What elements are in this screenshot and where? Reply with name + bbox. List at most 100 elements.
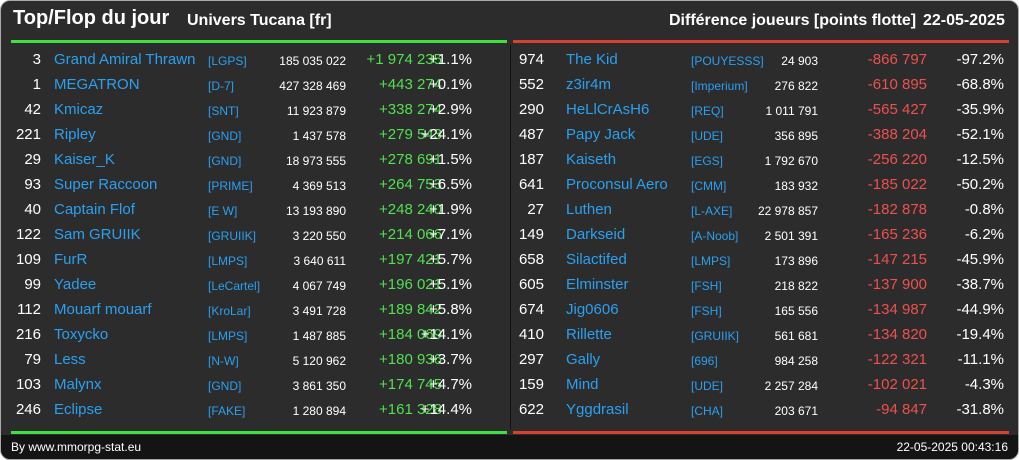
player-name-link[interactable]: MEGATRON xyxy=(54,76,140,93)
player-name-link[interactable]: Malynx xyxy=(54,376,102,393)
player-points: 11 923 879 xyxy=(286,104,346,118)
percent-change: -0.8% xyxy=(964,201,1004,218)
alliance-tag-link[interactable]: [GRUIIK] xyxy=(691,329,740,343)
alliance-tag-link[interactable]: [GRUIIK] xyxy=(208,229,257,243)
player-name-link[interactable]: Silactifed xyxy=(566,251,627,268)
player-name-link[interactable]: Sam GRUIIK xyxy=(54,226,141,243)
percent-change: -12.5% xyxy=(956,151,1004,168)
player-name-link[interactable]: FurR xyxy=(54,251,88,268)
alliance-tag-link[interactable]: [CMM] xyxy=(691,179,727,193)
alliance-tag-link[interactable]: [LeCartel] xyxy=(208,279,261,293)
alliance-tag-link[interactable]: [LMPS] xyxy=(208,329,248,343)
alliance-tag-link[interactable]: [GND] xyxy=(208,379,242,393)
alliance-tag-link[interactable]: [EGS] xyxy=(691,154,724,168)
player-name-link[interactable]: Kaiser_K xyxy=(54,151,115,168)
flop-row: 290 HeLlCrAsH6 [REQ] 1 011 791 -565 427 -35.9… xyxy=(1,98,1018,123)
player-rank: 290 xyxy=(518,101,544,118)
player-name-link[interactable]: Mouarf mouarf xyxy=(54,301,152,318)
percent-change: +0.1% xyxy=(429,76,472,93)
percent-change: +5.1% xyxy=(429,276,472,293)
player-name-link[interactable]: Darkseid xyxy=(566,226,626,243)
alliance-tag-link[interactable]: [D-7] xyxy=(208,79,235,93)
alliance-tag-link[interactable]: [FSH] xyxy=(691,304,722,318)
alliance-tag-link[interactable]: [UDE] xyxy=(691,379,724,393)
player-name-link[interactable]: Yadee xyxy=(54,276,97,293)
player-name-link[interactable]: Luthen xyxy=(566,201,612,218)
alliance-tag-link[interactable]: [Imperium] xyxy=(691,79,748,93)
player-name-link[interactable]: The Kid xyxy=(566,51,618,68)
points-change: -134 820 xyxy=(867,326,927,343)
alliance-tag-link[interactable]: [N-W] xyxy=(208,354,239,368)
top-row: 216 Toxycko [LMPS] 1 487 885 +184 069 +14.1% xyxy=(1,323,1018,348)
alliance-tag-link[interactable]: [A-Noob] xyxy=(691,229,739,243)
top-row: 109 FurR [LMPS] 3 640 611 +197 421 +5.7% xyxy=(1,248,1018,273)
player-points: 5 120 962 xyxy=(292,354,346,368)
points-change: -122 321 xyxy=(867,351,927,368)
alliance-tag-link[interactable]: [LMPS] xyxy=(691,254,731,268)
player-points: 427 328 469 xyxy=(279,79,346,93)
percent-change: -68.8% xyxy=(956,76,1004,93)
player-name-link[interactable]: Captain Flof xyxy=(54,201,135,218)
player-points: 22 978 857 xyxy=(757,204,818,218)
player-points: 2 257 284 xyxy=(764,379,818,393)
header-date: 22-05-2025 xyxy=(923,12,1005,29)
top-row: 93 Super Raccoon [PRIME] 4 369 513 +264 753 +… xyxy=(1,173,1018,198)
points-change: +264 753 xyxy=(379,176,442,193)
player-name-link[interactable]: HeLlCrAsH6 xyxy=(566,101,650,118)
points-change: +180 936 xyxy=(379,351,442,368)
points-change: -94 847 xyxy=(876,401,927,418)
points-change: -866 797 xyxy=(867,51,927,68)
alliance-tag-link[interactable]: [PRIME] xyxy=(208,179,253,193)
alliance-tag-link[interactable]: [UDE] xyxy=(691,129,724,143)
points-change: -147 215 xyxy=(867,251,927,268)
player-rank: 27 xyxy=(527,201,544,218)
flop-list-bottom-bar xyxy=(513,431,1009,434)
player-points: 2 501 391 xyxy=(764,229,818,243)
player-rank: 3 xyxy=(32,51,41,68)
player-name-link[interactable]: Yggdrasil xyxy=(566,401,629,418)
player-name-link[interactable]: Elminster xyxy=(566,276,629,293)
alliance-tag-link[interactable]: [KroLar] xyxy=(208,304,251,318)
player-name-link[interactable]: Super Raccoon xyxy=(54,176,158,193)
player-name-link[interactable]: Rillette xyxy=(566,326,612,343)
player-name-link[interactable]: Toxycko xyxy=(54,326,109,343)
percent-change: +1.5% xyxy=(429,151,472,168)
player-points: 3 640 611 xyxy=(293,254,347,268)
points-change: -565 427 xyxy=(867,101,927,118)
player-name-link[interactable]: Proconsul Aero xyxy=(566,176,668,193)
alliance-tag-link[interactable]: [GND] xyxy=(208,129,242,143)
player-name-link[interactable]: Papy Jack xyxy=(566,126,636,143)
alliance-tag-link[interactable]: [LGPS] xyxy=(208,54,247,68)
player-name-link[interactable]: z3ir4m xyxy=(566,76,612,93)
player-name-link[interactable]: Mind xyxy=(566,376,599,393)
player-rank: 109 xyxy=(15,251,41,268)
percent-change: +7.1% xyxy=(429,226,472,243)
player-name-link[interactable]: Grand Amiral Thrawn xyxy=(54,51,196,68)
player-name-link[interactable]: Gally xyxy=(566,351,601,368)
player-name-link[interactable]: Kmicaz xyxy=(54,101,104,118)
alliance-tag-link[interactable]: [GND] xyxy=(208,154,242,168)
alliance-tag-link[interactable]: [LMPS] xyxy=(208,254,248,268)
player-name-link[interactable]: Eclipse xyxy=(54,401,103,418)
player-points: 203 671 xyxy=(774,404,818,418)
alliance-tag-link[interactable]: [L-AXE] xyxy=(691,204,733,218)
alliance-tag-link[interactable]: [696] xyxy=(691,354,718,368)
player-rank: 246 xyxy=(15,401,41,418)
universe-label: Univers Tucana [fr] xyxy=(187,12,332,29)
percent-change: +3.7% xyxy=(429,351,472,368)
alliance-tag-link[interactable]: [FSH] xyxy=(691,279,722,293)
player-name-link[interactable]: Ripley xyxy=(54,126,96,143)
alliance-tag-link[interactable]: [REQ] xyxy=(691,104,724,118)
alliance-tag-link[interactable]: [CHA] xyxy=(691,404,724,418)
player-rank: 79 xyxy=(24,351,41,368)
alliance-tag-link[interactable]: [FAKE] xyxy=(208,404,246,418)
player-name-link[interactable]: Less xyxy=(54,351,86,368)
player-name-link[interactable]: Kaiseth xyxy=(566,151,617,168)
player-rank: 605 xyxy=(518,276,544,293)
player-rank: 42 xyxy=(24,101,41,118)
alliance-tag-link[interactable]: [POUYESSS] xyxy=(691,54,764,68)
alliance-tag-link[interactable]: [SNT] xyxy=(208,104,239,118)
alliance-tag-link[interactable]: [E W] xyxy=(208,204,238,218)
player-name-link[interactable]: Jig0606 xyxy=(566,301,619,318)
